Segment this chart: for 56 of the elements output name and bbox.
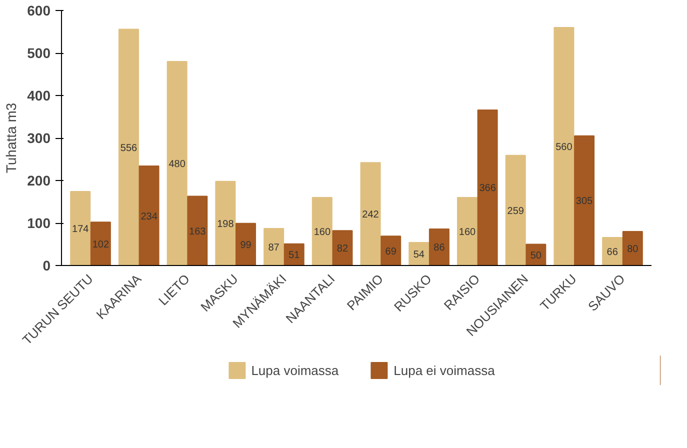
y-tick-label: 100	[27, 215, 51, 231]
y-tick-label: 0	[42, 258, 51, 274]
data-label: 160	[458, 227, 476, 238]
bar	[360, 162, 381, 266]
data-label: 366	[479, 183, 496, 194]
data-label: 102	[92, 239, 110, 250]
bar	[505, 154, 526, 266]
bar	[428, 228, 450, 266]
bar	[408, 242, 430, 266]
y-tick-label: 600	[27, 2, 51, 18]
data-label: 54	[413, 250, 425, 261]
bar	[90, 222, 111, 266]
data-label: 69	[385, 246, 397, 258]
bar	[602, 236, 623, 266]
data-label: 560	[556, 142, 573, 153]
bar	[312, 197, 332, 266]
bar	[236, 222, 256, 266]
bar	[166, 61, 188, 266]
bar	[477, 109, 498, 266]
bar	[187, 196, 208, 266]
data-label: 86	[434, 242, 446, 254]
data-label: 242	[362, 210, 380, 221]
bar	[138, 166, 160, 266]
data-label: 556	[120, 142, 138, 154]
data-label: 480	[168, 159, 186, 170]
legend-label: Lupa ei voimassa	[394, 362, 495, 378]
data-label: 50	[530, 250, 542, 262]
y-tick-label: 200	[27, 172, 51, 188]
data-label: 66	[606, 246, 618, 258]
bar	[332, 230, 353, 266]
legend-label: Lupa voimassa	[251, 362, 339, 378]
y-tick-label: 500	[27, 45, 51, 61]
bar	[380, 236, 402, 266]
data-label: 80	[627, 244, 639, 255]
data-label: 174	[72, 224, 90, 236]
data-label: 163	[189, 226, 206, 238]
bar	[622, 231, 643, 266]
data-label: 160	[314, 227, 331, 238]
bar	[264, 228, 284, 266]
y-tick-label: 300	[27, 130, 51, 146]
data-label: 198	[217, 218, 234, 230]
y-tick-label: 400	[27, 88, 51, 104]
bar	[574, 135, 595, 266]
data-label: 82	[336, 244, 348, 255]
data-label: 99	[240, 240, 252, 251]
data-label: 87	[268, 242, 280, 254]
data-label: 234	[140, 211, 158, 222]
bar	[118, 28, 139, 266]
bar	[70, 191, 91, 266]
data-label: 305	[576, 196, 594, 208]
y-axis-title: Tuhatta m3	[3, 102, 20, 174]
bar	[554, 27, 574, 266]
data-label: 259	[507, 206, 524, 217]
bar	[456, 197, 478, 266]
data-label: 51	[288, 250, 300, 262]
bar	[215, 180, 236, 266]
